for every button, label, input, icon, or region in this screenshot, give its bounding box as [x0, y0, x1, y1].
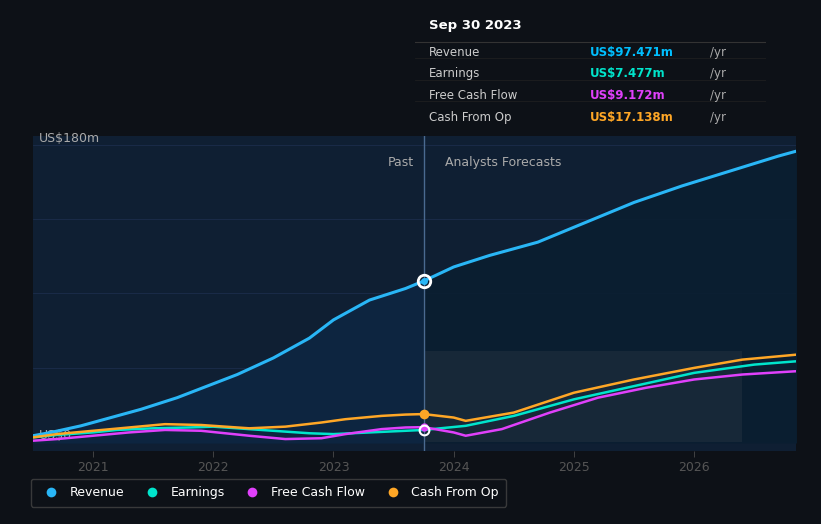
- Legend: Revenue, Earnings, Free Cash Flow, Cash From Op: Revenue, Earnings, Free Cash Flow, Cash …: [31, 478, 507, 507]
- Text: Revenue: Revenue: [429, 46, 480, 59]
- Text: US$97.471m: US$97.471m: [590, 46, 674, 59]
- Text: US$9.172m: US$9.172m: [590, 89, 666, 102]
- Text: Sep 30 2023: Sep 30 2023: [429, 19, 521, 32]
- Text: /yr: /yr: [710, 68, 726, 81]
- Text: Cash From Op: Cash From Op: [429, 111, 511, 124]
- Text: US$17.138m: US$17.138m: [590, 111, 674, 124]
- Text: Free Cash Flow: Free Cash Flow: [429, 89, 517, 102]
- Text: US$0: US$0: [39, 429, 72, 442]
- Text: /yr: /yr: [710, 111, 726, 124]
- Text: Past: Past: [388, 156, 414, 169]
- Text: US$7.477m: US$7.477m: [590, 68, 666, 81]
- Text: Earnings: Earnings: [429, 68, 480, 81]
- Text: US$180m: US$180m: [39, 132, 100, 145]
- Text: /yr: /yr: [710, 46, 726, 59]
- Polygon shape: [424, 352, 742, 442]
- Text: /yr: /yr: [710, 89, 726, 102]
- Text: Analysts Forecasts: Analysts Forecasts: [445, 156, 562, 169]
